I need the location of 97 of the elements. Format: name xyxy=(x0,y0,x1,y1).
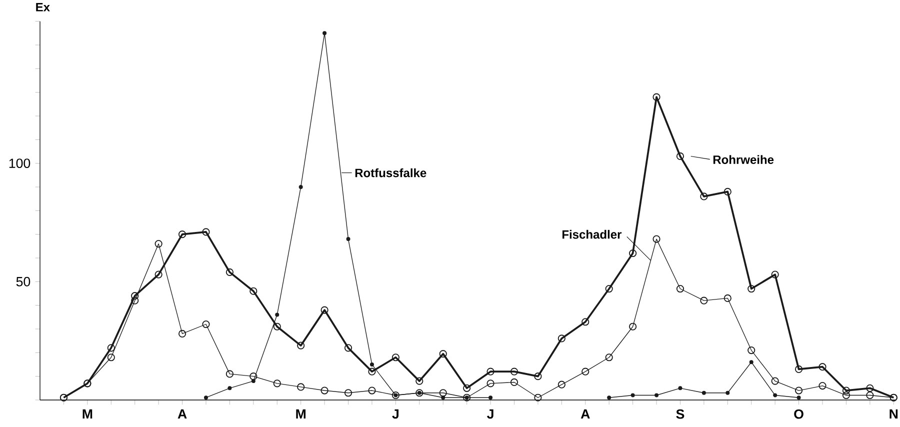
point xyxy=(275,312,280,317)
point xyxy=(866,384,874,392)
point xyxy=(700,192,708,200)
point xyxy=(700,296,708,304)
point xyxy=(392,354,400,362)
x-tick-label: J xyxy=(392,409,398,419)
series-label: Rotfussfalke xyxy=(355,168,426,178)
point xyxy=(297,383,305,391)
point xyxy=(628,249,637,258)
point xyxy=(297,342,305,350)
point xyxy=(652,235,660,243)
point xyxy=(842,386,850,394)
point xyxy=(273,380,281,388)
point xyxy=(582,318,590,326)
point xyxy=(368,386,376,394)
point xyxy=(676,284,684,293)
point xyxy=(204,396,208,400)
point xyxy=(748,284,756,293)
point xyxy=(724,294,732,302)
point xyxy=(628,322,637,330)
point xyxy=(558,380,566,388)
point xyxy=(630,393,635,398)
point xyxy=(107,354,115,362)
point xyxy=(368,368,376,376)
point xyxy=(439,389,447,397)
point xyxy=(202,320,210,328)
x-tick-label: M xyxy=(82,409,92,419)
point xyxy=(842,391,850,400)
point xyxy=(322,31,327,36)
point xyxy=(370,362,374,366)
point xyxy=(251,379,256,384)
point xyxy=(796,396,801,400)
point xyxy=(678,386,682,390)
point xyxy=(273,322,281,330)
point xyxy=(439,350,447,358)
text: Rohrweihe xyxy=(713,155,774,164)
point xyxy=(534,372,542,380)
point xyxy=(558,334,566,342)
x-tick-label: J xyxy=(487,409,494,419)
point xyxy=(510,378,518,386)
point xyxy=(441,396,446,400)
point xyxy=(771,377,779,385)
x-tick-label: A xyxy=(178,409,187,419)
point xyxy=(107,344,115,352)
point xyxy=(298,184,303,189)
point xyxy=(250,287,258,295)
y-tick-label: 50 xyxy=(16,276,30,286)
point xyxy=(818,382,826,390)
point xyxy=(346,237,350,242)
point xyxy=(131,296,139,304)
point xyxy=(654,393,659,398)
point xyxy=(320,386,328,394)
point xyxy=(250,372,258,380)
y-axis-title: Ex xyxy=(36,3,50,12)
point xyxy=(794,365,803,374)
point xyxy=(726,390,730,395)
point xyxy=(818,363,826,371)
x-tick-label: O xyxy=(794,409,804,419)
x-tick-label: S xyxy=(676,409,684,419)
point xyxy=(748,346,756,354)
point xyxy=(605,354,613,362)
point xyxy=(607,396,612,400)
point xyxy=(488,396,493,400)
point xyxy=(226,268,234,276)
point xyxy=(702,390,706,395)
point xyxy=(228,386,232,390)
y-tick-label: 100 xyxy=(9,158,30,168)
text: Fischadler xyxy=(562,230,622,239)
point xyxy=(652,93,660,101)
point xyxy=(486,368,494,376)
point xyxy=(582,368,590,376)
point xyxy=(676,152,684,160)
point xyxy=(794,386,803,394)
point xyxy=(131,292,139,300)
point xyxy=(510,368,518,376)
point xyxy=(202,228,210,236)
point xyxy=(344,389,352,397)
point xyxy=(416,377,424,385)
point xyxy=(320,306,328,314)
x-tick-label: M xyxy=(296,409,306,419)
point xyxy=(344,344,352,352)
point xyxy=(749,360,754,364)
point xyxy=(771,270,779,278)
point xyxy=(486,380,494,388)
point xyxy=(534,394,542,402)
point xyxy=(154,270,162,278)
point xyxy=(178,330,186,338)
point xyxy=(463,384,471,392)
point xyxy=(226,370,234,378)
point xyxy=(866,391,874,400)
point xyxy=(773,393,778,398)
x-tick-label: A xyxy=(580,409,590,419)
point xyxy=(605,284,613,293)
point xyxy=(724,188,732,196)
point xyxy=(178,230,186,238)
x-tick-label: N xyxy=(890,409,898,419)
point xyxy=(154,240,162,248)
